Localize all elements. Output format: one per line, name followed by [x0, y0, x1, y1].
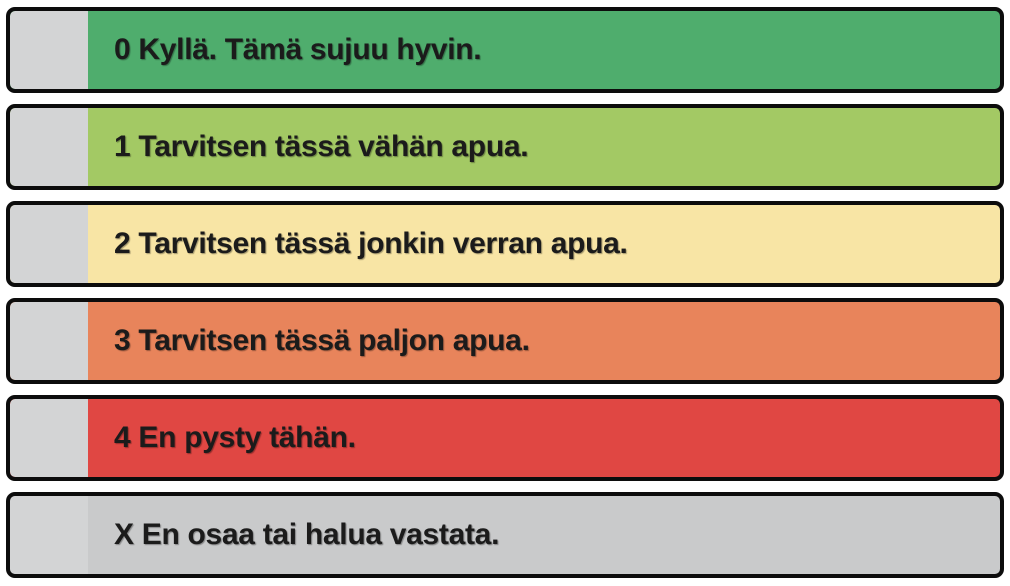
option-select-box[interactable]: [10, 399, 88, 477]
option-label: 0 Kyllä. Tämä sujuu hyvin.: [114, 33, 482, 66]
option-label: X En osaa tai halua vastata.: [114, 518, 500, 551]
option-select-box[interactable]: [10, 205, 88, 283]
answer-option-2[interactable]: 2 Tarvitsen tässä jonkin verran apua.: [6, 201, 1004, 287]
answer-option-x[interactable]: X En osaa tai halua vastata.: [6, 492, 1004, 578]
answer-option-3[interactable]: 3 Tarvitsen tässä paljon apua.: [6, 298, 1004, 384]
option-select-box[interactable]: [10, 496, 88, 574]
option-select-box[interactable]: [10, 302, 88, 380]
option-select-box[interactable]: [10, 11, 88, 89]
option-label: 4 En pysty tähän.: [114, 421, 356, 454]
option-select-box[interactable]: [10, 108, 88, 186]
answer-option-1[interactable]: 1 Tarvitsen tässä vähän apua.: [6, 104, 1004, 190]
answer-option-4[interactable]: 4 En pysty tähän.: [6, 395, 1004, 481]
answer-option-0[interactable]: 0 Kyllä. Tämä sujuu hyvin.: [6, 7, 1004, 93]
option-label: 1 Tarvitsen tässä vähän apua.: [114, 130, 529, 163]
option-label: 3 Tarvitsen tässä paljon apua.: [114, 324, 530, 357]
option-label: 2 Tarvitsen tässä jonkin verran apua.: [114, 227, 628, 260]
